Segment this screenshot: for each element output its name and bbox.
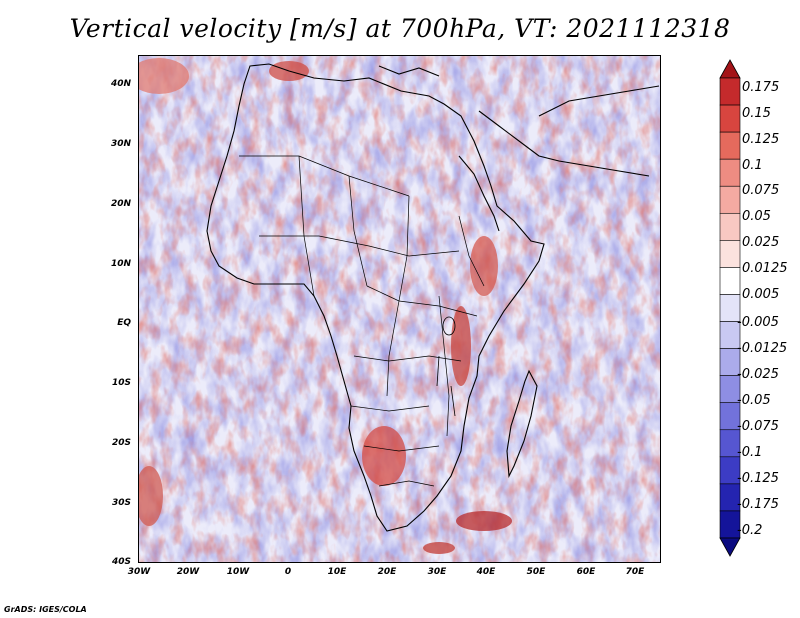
lat-label: EQ	[117, 318, 131, 328]
lat-label: 40S	[111, 557, 131, 567]
colorbar-label: -0.125	[737, 471, 779, 486]
colorbar-swatch	[719, 212, 741, 241]
colorbar-label: -0.2	[737, 523, 763, 538]
colorbar-swatch	[719, 185, 741, 214]
colorbar-label: -0.025	[737, 367, 779, 382]
colorbar-label: 0.025	[742, 235, 780, 250]
colorbar-label: 0.05	[742, 209, 771, 224]
colorbar-label: -0.005	[737, 315, 779, 330]
lon-label: 20W	[176, 567, 200, 577]
lon-label: 0	[284, 567, 292, 577]
lat-label: 20S	[111, 438, 131, 448]
lat-label: 10S	[111, 378, 131, 388]
lon-label: 60E	[576, 567, 596, 577]
lat-label: 20N	[110, 199, 131, 209]
page-title: Vertical velocity [m/s] at 700hPa, VT: 2…	[69, 14, 731, 43]
lat-label: 30N	[110, 139, 131, 149]
credit-label: GrADS: IGES/COLA	[4, 605, 87, 614]
colorbar-label: 0.175	[742, 80, 780, 95]
colorbar-label: 0.075	[742, 183, 780, 198]
lat-label: 40N	[110, 79, 131, 89]
colorbar-swatch	[719, 267, 741, 295]
lon-label: 50E	[526, 567, 546, 577]
colorbar-bottom-arrow	[719, 537, 741, 557]
map-panel	[138, 55, 661, 563]
colorbar-swatch	[719, 240, 741, 268]
colorbar-label: 0.125	[742, 132, 780, 147]
velocity-field-map	[139, 56, 660, 562]
lat-label: 10N	[110, 259, 131, 269]
colorbar-swatch	[719, 131, 741, 160]
colorbar-label: 0.0125	[742, 261, 788, 276]
colorbar-label: 0.1	[742, 158, 763, 173]
lon-label: 10W	[226, 567, 250, 577]
colorbar-top-arrow	[719, 59, 741, 79]
coastlines	[206, 63, 660, 532]
colorbar-swatch	[719, 158, 741, 187]
lon-label: 30W	[127, 567, 151, 577]
ascent-field	[139, 56, 660, 562]
colorbar-label: -0.175	[737, 497, 779, 512]
lat-label: 30S	[111, 498, 131, 508]
colorbar-swatch	[719, 77, 741, 106]
lon-label: 30E	[427, 567, 447, 577]
colorbar-label: 0.005	[742, 287, 780, 302]
colorbar-label: -0.1	[737, 445, 763, 460]
ascent-hotspots	[139, 58, 512, 554]
colorbar-label: -0.075	[737, 419, 779, 434]
country-borders	[239, 155, 485, 487]
lon-label: 70E	[625, 567, 645, 577]
colorbar-swatch	[719, 104, 741, 133]
colorbar-label: -0.05	[737, 393, 771, 408]
lakes	[436, 316, 456, 417]
colorbar-label: -0.0125	[737, 341, 788, 356]
colorbar-label: 0.15	[742, 106, 771, 121]
lon-label: 40E	[476, 567, 496, 577]
lon-label: 10E	[327, 567, 347, 577]
lon-label: 20E	[377, 567, 397, 577]
colorbar	[719, 59, 741, 557]
